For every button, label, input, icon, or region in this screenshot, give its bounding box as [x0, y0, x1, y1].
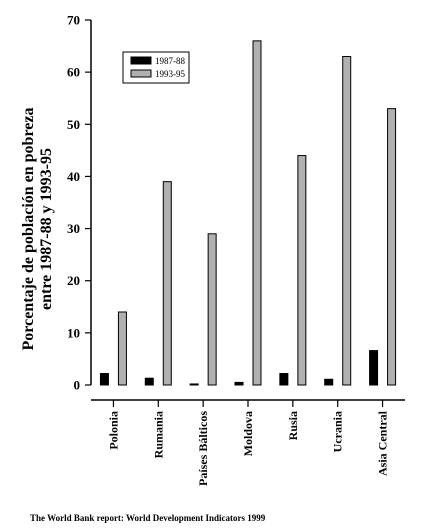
y-tick-label: 40: [67, 169, 80, 184]
y-axis-title-line-2: entre 1987-88 y 1993-95: [38, 148, 55, 310]
y-tick-label: 20: [67, 273, 80, 288]
bar-1987-88-asia-central: [369, 350, 379, 386]
legend-box: [122, 51, 190, 84]
legend-label-1993-95: 1993-95: [155, 69, 185, 79]
source-note: The World Bank report: World Development…: [30, 513, 266, 523]
y-ticks: 0 10 20 30 40 50 60 70: [67, 13, 91, 393]
y-tick-label: 30: [67, 221, 80, 236]
category-label: Países Bálticos: [196, 411, 210, 486]
category-label: Rumania: [151, 411, 165, 458]
category-label: Asia Central: [376, 410, 390, 476]
y-axis-title: Porcentaje de población en pobreza entre…: [20, 108, 55, 351]
bars: [99, 40, 397, 386]
y-tick-label: 10: [67, 325, 80, 340]
bar-1993-95-rumania: [162, 181, 172, 386]
category-label: Moldova: [241, 411, 255, 456]
category-label: Rusia: [286, 411, 300, 440]
x-ticks: Polonia Rumania Países Bálticos Moldova Rusi…: [106, 400, 390, 486]
legend-swatch-1993-95: [130, 69, 152, 78]
bar-1987-88-moldova: [234, 381, 244, 386]
bar-1987-88-rusia: [279, 373, 289, 386]
bar-1993-95-ucrania: [342, 56, 352, 386]
bar-1993-95-polonia: [117, 311, 127, 386]
y-tick-label: 70: [67, 13, 80, 28]
y-tick-label: 50: [67, 117, 80, 132]
y-tick-label: 60: [67, 65, 80, 80]
bar-1987-88-polonia: [99, 373, 109, 386]
legend: 1987-88 1993-95: [122, 51, 190, 84]
category-label: Polonia: [106, 411, 120, 450]
legend-swatch-1987-88: [130, 56, 152, 65]
legend-label-1987-88: 1987-88: [155, 56, 185, 66]
bar-1987-88-rumania: [144, 377, 154, 386]
y-axis-title-line-1: Porcentaje de población en pobreza: [20, 108, 37, 351]
bar-1993-95-países-bálticos: [207, 233, 217, 386]
bar-1993-95-asia-central: [387, 108, 397, 386]
y-tick-label: 0: [74, 378, 81, 393]
category-label: Ucrania: [331, 411, 345, 452]
bar-1987-88-países-bálticos: [189, 383, 199, 386]
bar-1993-95-rusia: [297, 155, 307, 386]
bar-1987-88-ucrania: [324, 378, 334, 386]
bar-1993-95-moldova: [252, 40, 262, 386]
